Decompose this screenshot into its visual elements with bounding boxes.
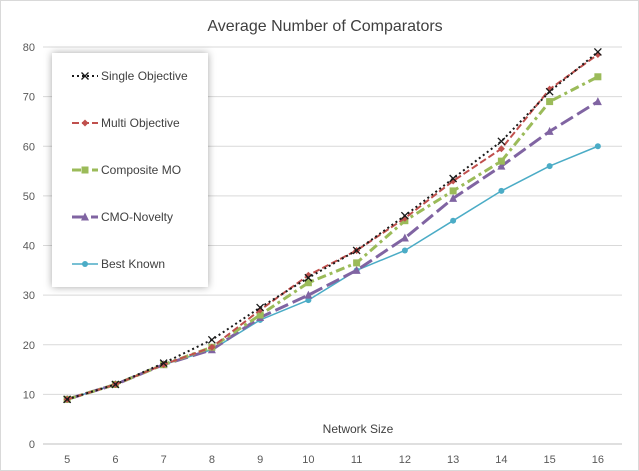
data-point bbox=[111, 380, 120, 389]
legend-label: Best Known bbox=[101, 257, 165, 271]
data-point bbox=[594, 50, 602, 58]
legend-label: Single Objective bbox=[101, 69, 188, 83]
y-tick-label: 70 bbox=[23, 92, 35, 104]
y-tick-label: 30 bbox=[23, 290, 35, 302]
data-point bbox=[546, 163, 553, 170]
x-tick-label: 5 bbox=[64, 454, 70, 466]
data-point bbox=[449, 174, 458, 183]
legend: Single Objective Multi Objective Composite… bbox=[52, 53, 208, 287]
data-point bbox=[401, 214, 409, 222]
data-point bbox=[304, 273, 313, 282]
legend-entry: CMO-Novelty bbox=[72, 210, 173, 224]
data-point bbox=[81, 212, 89, 221]
data-point bbox=[545, 126, 554, 135]
legend-label: Composite MO bbox=[101, 163, 181, 177]
data-point bbox=[546, 98, 554, 106]
data-point bbox=[450, 217, 457, 224]
data-point bbox=[400, 233, 409, 242]
data-point bbox=[497, 161, 506, 170]
x-tick-label: 9 bbox=[257, 454, 263, 466]
data-point bbox=[207, 335, 216, 344]
x-tick-label: 13 bbox=[447, 454, 459, 466]
data-point bbox=[593, 97, 602, 106]
legend-entry: Multi Objective bbox=[72, 116, 180, 130]
data-point bbox=[401, 247, 408, 254]
data-point bbox=[81, 119, 89, 127]
data-point bbox=[81, 72, 89, 80]
data-point bbox=[63, 395, 72, 404]
data-point bbox=[159, 359, 168, 368]
x-tick-label: 14 bbox=[495, 454, 507, 466]
y-tick-label: 0 bbox=[29, 439, 35, 451]
y-tick-label: 80 bbox=[23, 42, 35, 54]
legend-entry: Single Objective bbox=[72, 69, 188, 83]
data-point bbox=[304, 271, 312, 279]
legend-label: CMO-Novelty bbox=[101, 210, 173, 224]
data-point bbox=[593, 48, 602, 56]
data-point bbox=[208, 343, 216, 351]
data-point bbox=[497, 145, 505, 153]
x-tick-label: 8 bbox=[209, 454, 215, 466]
series-group bbox=[63, 48, 602, 404]
axes: 0 10 20 30 40 50 60 70 80 5 6 7 8 9 10 11 12 13 14 15 16 bbox=[23, 42, 622, 466]
data-point bbox=[81, 166, 89, 174]
data-point bbox=[497, 137, 506, 146]
data-point bbox=[594, 143, 601, 150]
series-0 bbox=[63, 48, 602, 404]
x-tick-label: 16 bbox=[592, 454, 604, 466]
data-point bbox=[449, 193, 458, 202]
data-point bbox=[82, 261, 88, 267]
data-point bbox=[545, 87, 554, 96]
y-tick-label: 10 bbox=[23, 389, 35, 401]
x-tick-label: 11 bbox=[351, 454, 362, 466]
data-point bbox=[498, 187, 505, 194]
legend-label: Multi Objective bbox=[101, 116, 180, 130]
data-point bbox=[256, 311, 264, 319]
x-tick-label: 6 bbox=[112, 454, 118, 466]
data-point bbox=[353, 259, 361, 267]
x-tick-label: 15 bbox=[544, 454, 556, 466]
data-point bbox=[304, 290, 313, 299]
series-line bbox=[66, 100, 599, 401]
data-point bbox=[352, 265, 361, 274]
chart-title: Average Number of Comparators bbox=[207, 18, 442, 35]
legend-entry: Composite MO bbox=[72, 163, 181, 177]
x-tick-label: 12 bbox=[399, 454, 411, 466]
data-point bbox=[546, 85, 554, 93]
data-point bbox=[352, 246, 361, 255]
y-tick-label: 50 bbox=[23, 191, 35, 203]
y-tick-label: 20 bbox=[23, 340, 35, 352]
data-point bbox=[256, 306, 264, 314]
data-point bbox=[449, 187, 457, 195]
data-point bbox=[497, 157, 505, 165]
data-point bbox=[594, 73, 602, 81]
series-line bbox=[66, 53, 599, 401]
data-point bbox=[256, 303, 265, 312]
x-axis-title: Network Size bbox=[323, 422, 394, 436]
data-point bbox=[400, 211, 409, 220]
data-point bbox=[304, 279, 312, 287]
x-tick-label: 10 bbox=[302, 454, 314, 466]
y-tick-label: 40 bbox=[23, 241, 35, 253]
legend-entry: Best Known bbox=[72, 257, 165, 271]
x-tick-label: 7 bbox=[161, 454, 167, 466]
y-tick-label: 60 bbox=[23, 141, 35, 153]
